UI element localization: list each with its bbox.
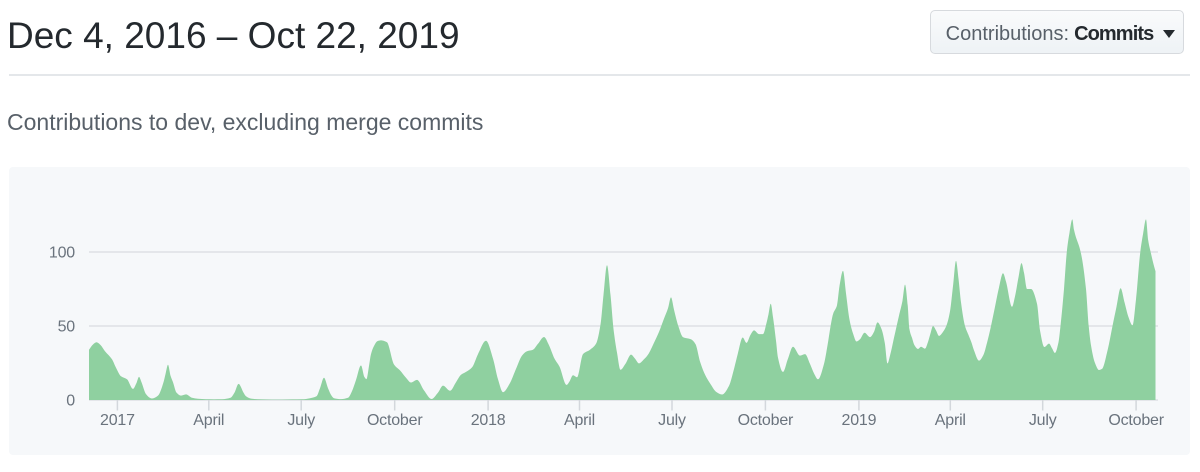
svg-text:October: October (367, 412, 423, 429)
svg-text:2018: 2018 (471, 412, 506, 429)
svg-text:April: April (935, 412, 966, 429)
svg-text:2019: 2019 (842, 412, 877, 429)
svg-text:2017: 2017 (100, 412, 135, 429)
svg-text:100: 100 (49, 245, 75, 262)
svg-text:October: October (1108, 412, 1164, 429)
svg-text:50: 50 (58, 319, 76, 336)
svg-text:July: July (658, 412, 686, 429)
svg-text:0: 0 (66, 393, 75, 410)
svg-text:October: October (738, 412, 794, 429)
svg-text:July: July (287, 412, 315, 429)
svg-text:April: April (564, 412, 595, 429)
svg-text:April: April (193, 412, 224, 429)
svg-text:July: July (1029, 412, 1057, 429)
